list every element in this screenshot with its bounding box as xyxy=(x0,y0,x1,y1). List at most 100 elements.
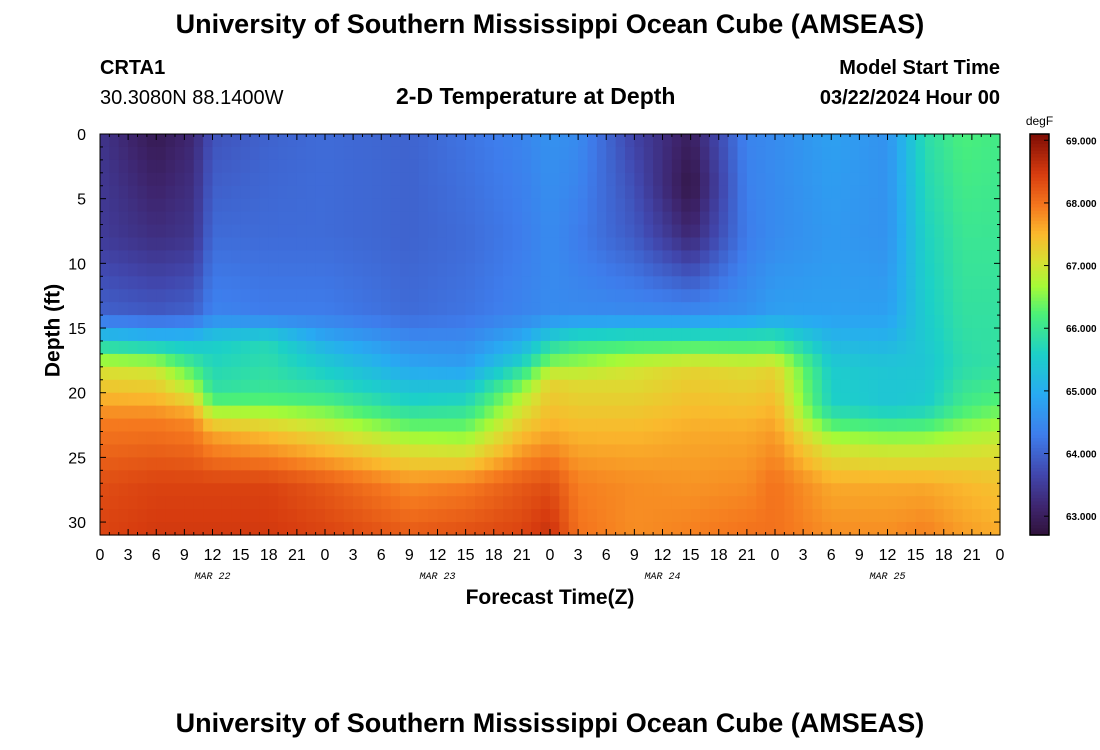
heatmap-cell xyxy=(156,366,167,381)
colorbar-segment xyxy=(1030,230,1049,235)
heatmap-cell xyxy=(643,444,654,458)
heatmap-cell xyxy=(606,379,617,394)
heatmap-cell xyxy=(625,185,635,200)
heatmap-cell xyxy=(221,457,232,471)
heatmap-cell xyxy=(971,366,982,381)
heatmap-cell xyxy=(662,263,673,277)
heatmap-cell xyxy=(371,457,382,471)
heatmap-cell xyxy=(465,237,476,252)
heatmap-cell xyxy=(821,276,832,290)
heatmap-cell xyxy=(821,496,832,510)
heatmap-cell xyxy=(240,134,251,148)
heatmap-cell xyxy=(878,198,889,213)
colorbar-segment xyxy=(1030,401,1049,406)
heatmap-cell xyxy=(812,392,823,407)
heatmap-cell xyxy=(418,522,429,536)
heatmap-cell xyxy=(278,159,289,174)
heatmap-cell xyxy=(868,340,879,355)
heatmap-cell xyxy=(550,483,560,497)
heatmap-cell xyxy=(278,444,289,458)
heatmap-cell xyxy=(100,134,110,148)
heatmap-cell xyxy=(540,159,551,174)
heatmap-cell xyxy=(100,353,110,368)
heatmap-cell xyxy=(615,289,626,303)
heatmap-cell xyxy=(587,315,598,329)
heatmap-cell xyxy=(475,457,485,471)
heatmap-cell xyxy=(578,431,589,446)
heatmap-cell xyxy=(493,315,504,329)
heatmap-cell xyxy=(559,224,570,239)
heatmap-cell xyxy=(718,134,729,148)
heatmap-cell xyxy=(128,483,139,497)
heatmap-cell xyxy=(878,134,889,148)
heatmap-cell xyxy=(962,392,973,407)
heatmap-cell xyxy=(278,353,289,368)
heatmap-cell xyxy=(934,224,945,239)
heatmap-cell xyxy=(100,237,110,252)
heatmap-cell xyxy=(737,431,748,446)
heatmap-cell xyxy=(343,172,354,187)
heatmap-cell xyxy=(850,418,860,433)
heatmap-cell xyxy=(165,509,176,523)
heatmap-cell xyxy=(718,444,729,458)
heatmap-cell xyxy=(803,198,814,213)
heatmap-cell xyxy=(296,483,307,497)
heatmap-cell xyxy=(221,198,232,213)
heatmap-cell xyxy=(118,224,129,239)
heatmap-cell xyxy=(531,146,542,161)
heatmap-cell xyxy=(943,470,954,484)
heatmap-cell xyxy=(587,250,598,264)
heatmap-cell xyxy=(428,496,439,510)
heatmap-cell xyxy=(118,159,129,174)
heatmap-cell xyxy=(737,185,748,200)
heatmap-cell xyxy=(896,237,907,252)
heatmap-cell xyxy=(250,250,260,264)
heatmap-cell xyxy=(428,302,439,316)
heatmap-cell xyxy=(193,496,204,510)
heatmap-cell xyxy=(484,522,495,536)
heatmap-cell xyxy=(362,302,373,316)
heatmap-cell xyxy=(634,444,645,458)
heatmap-cell xyxy=(962,198,973,213)
heatmap-cell xyxy=(118,392,129,407)
heatmap-cell xyxy=(756,353,767,368)
heatmap-cell xyxy=(128,276,139,290)
heatmap-cell xyxy=(578,418,589,433)
heatmap-cell xyxy=(212,289,223,303)
heatmap-cell xyxy=(840,185,851,200)
heatmap-cell xyxy=(296,198,307,213)
heatmap-cell xyxy=(559,302,570,316)
heatmap-cell xyxy=(971,470,982,484)
heatmap-cell xyxy=(268,379,279,394)
heatmap-cell xyxy=(587,379,598,394)
heatmap-cell xyxy=(306,159,317,174)
heatmap-cell xyxy=(287,496,298,510)
heatmap-cell xyxy=(193,172,204,187)
heatmap-cell xyxy=(625,418,635,433)
heatmap-cell xyxy=(803,340,814,355)
heatmap-cell xyxy=(446,483,457,497)
heatmap-cell xyxy=(193,263,204,277)
heatmap-cell xyxy=(362,366,373,381)
heatmap-cell xyxy=(156,198,167,213)
heatmap-cell xyxy=(887,483,898,497)
heatmap-cell xyxy=(146,146,157,161)
heatmap-cell xyxy=(737,289,748,303)
heatmap-cell xyxy=(793,444,804,458)
heatmap-cell xyxy=(878,509,889,523)
heatmap-cell xyxy=(231,224,242,239)
heatmap-cell xyxy=(784,289,795,303)
heatmap-cell xyxy=(868,509,879,523)
heatmap-cell xyxy=(250,237,260,252)
heatmap-cell xyxy=(306,444,317,458)
heatmap-cell xyxy=(475,405,485,420)
heatmap-cell xyxy=(409,418,420,433)
heatmap-cell xyxy=(775,185,785,200)
heatmap-cell xyxy=(493,418,504,433)
heatmap-cell xyxy=(540,379,551,394)
heatmap-cell xyxy=(306,134,317,148)
heatmap-cell xyxy=(268,496,279,510)
colorbar-segment xyxy=(1030,514,1049,519)
heatmap-cell xyxy=(334,457,345,471)
heatmap-cell xyxy=(737,250,748,264)
